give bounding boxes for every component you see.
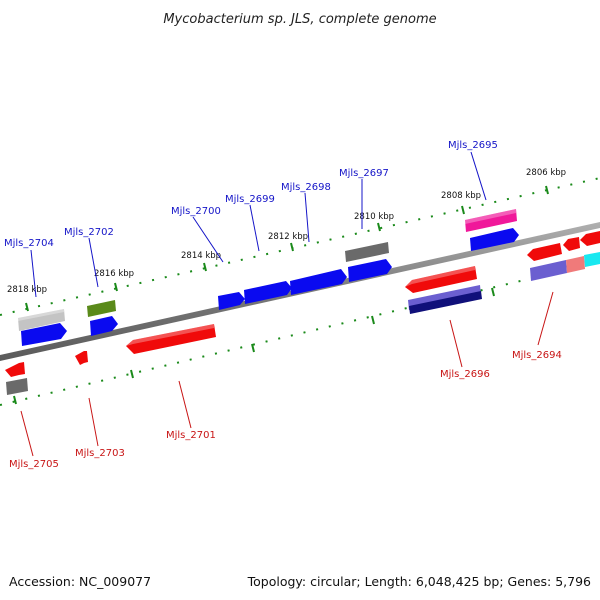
gene-feature-mjls-2699[interactable]: [244, 281, 292, 304]
gene-label-mjls-2694[interactable]: Mjls_2694: [512, 350, 562, 361]
gene-label-mjls-2704[interactable]: Mjls_2704: [4, 238, 54, 249]
gene-labels-top: Mjls_2704 Mjls_2702 Mjls_2700 Mjls_2699 …: [4, 140, 498, 249]
scale-label-2810: 2810 kbp: [354, 212, 394, 222]
gene-feature-dark-gray[interactable]: [345, 242, 389, 262]
gene-label-mjls-2701[interactable]: Mjls_2701: [166, 430, 216, 441]
gene-feature-mjls-2694[interactable]: [527, 243, 562, 261]
accession-text: Accession: NC_009077: [9, 574, 151, 589]
gene-label-mjls-2703[interactable]: Mjls_2703: [75, 448, 125, 459]
map-title: Mycobacterium sp. JLS, complete genome: [163, 12, 436, 27]
gene-feature-mjls-2702[interactable]: [90, 316, 118, 336]
gene-feature-mjls-2701[interactable]: [126, 324, 216, 354]
gene-feature-green[interactable]: [87, 300, 116, 317]
gene-feature-mjls-2703[interactable]: [75, 351, 88, 365]
gene-feature-mjls-2695[interactable]: [470, 228, 519, 251]
gene-feature-mjls-2696[interactable]: [405, 266, 477, 293]
gene-feature-navy[interactable]: [409, 291, 482, 314]
gene-feature-mjls-2698[interactable]: [290, 269, 347, 295]
gene-labels-bottom: Mjls_2705 Mjls_2703 Mjls_2701 Mjls_2696 …: [9, 350, 562, 470]
gene-label-mjls-2697[interactable]: Mjls_2697: [339, 168, 389, 179]
leader-lines-top: [30, 151, 487, 298]
gene-feature-red-small[interactable]: [563, 237, 580, 251]
scale-major-ticks: [13, 185, 549, 405]
gene-features: [5, 209, 600, 395]
gene-feature-mjls-2705[interactable]: [5, 362, 25, 377]
gene-feature-magenta[interactable]: [465, 209, 517, 232]
gene-label-mjls-2705[interactable]: Mjls_2705: [9, 459, 59, 470]
scale-label-2814: 2814 kbp: [181, 251, 221, 261]
gene-feature-mjls-2704[interactable]: [21, 323, 67, 346]
gene-feature-pink[interactable]: [566, 256, 585, 273]
genome-summary-text: Topology: circular; Length: 6,048,425 bp…: [247, 574, 591, 589]
gene-label-mjls-2695[interactable]: Mjls_2695: [448, 140, 498, 151]
scale-labels: 2818 kbp 2816 kbp 2814 kbp 2812 kbp 2810…: [7, 168, 566, 295]
gene-feature-light-gray[interactable]: [18, 309, 65, 331]
gene-feature-gray-small[interactable]: [6, 378, 28, 395]
scale-label-2806: 2806 kbp: [526, 168, 566, 178]
gene-feature-slate-2[interactable]: [530, 260, 567, 281]
gene-feature-mjls-2700[interactable]: [218, 292, 245, 310]
gene-label-mjls-2702[interactable]: Mjls_2702: [64, 227, 114, 238]
gene-label-mjls-2698[interactable]: Mjls_2698: [281, 182, 331, 193]
gene-feature-red-edge[interactable]: [580, 231, 600, 246]
scale-label-2818: 2818 kbp: [7, 285, 47, 295]
gene-feature-mjls-2697[interactable]: [348, 259, 392, 282]
gene-label-mjls-2700[interactable]: Mjls_2700: [171, 206, 221, 217]
leader-lines-bottom: [20, 291, 554, 457]
gene-label-mjls-2696[interactable]: Mjls_2696: [440, 369, 490, 380]
scale-label-2812: 2812 kbp: [268, 232, 308, 242]
gene-feature-cyan[interactable]: [584, 252, 600, 267]
scale-label-2816: 2816 kbp: [94, 269, 134, 279]
scale-label-2808: 2808 kbp: [441, 191, 481, 201]
gene-label-mjls-2699[interactable]: Mjls_2699: [225, 194, 275, 205]
